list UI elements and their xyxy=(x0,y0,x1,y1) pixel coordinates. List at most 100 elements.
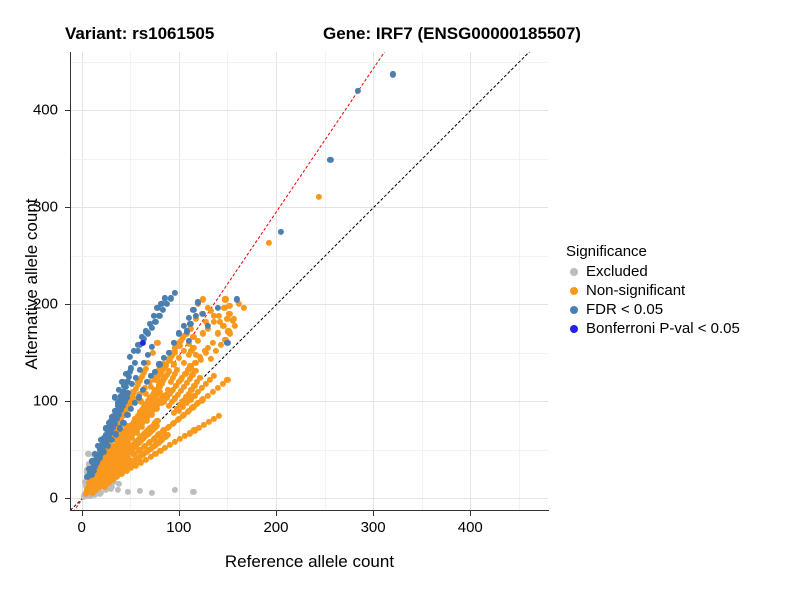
scatter-point xyxy=(128,405,135,413)
scatter-point xyxy=(226,310,233,318)
scatter-point xyxy=(192,359,199,366)
legend-item-label: FDR < 0.05 xyxy=(586,301,664,318)
scatter-point xyxy=(224,376,231,384)
scatter-point xyxy=(204,322,212,329)
scatter-point xyxy=(190,307,197,314)
gridline-vertical xyxy=(130,52,131,510)
scatter-point xyxy=(139,369,146,376)
scatter-point xyxy=(125,398,132,405)
y-axis-label: Alternative allele count xyxy=(22,198,41,370)
legend-item[interactable]: Bonferroni P-val < 0.05 xyxy=(566,319,740,338)
scatter-point xyxy=(136,411,144,418)
legend-item-label: Non-significant xyxy=(586,282,686,299)
legend-title: Significance xyxy=(566,243,647,260)
scatter-point xyxy=(214,305,221,312)
scatter-point xyxy=(207,307,214,315)
scatter-point xyxy=(101,454,109,461)
gridline-vertical xyxy=(227,52,228,510)
scatter-point xyxy=(110,456,117,463)
scatter-point xyxy=(157,447,164,454)
scatter-point xyxy=(158,400,165,407)
scatter-point xyxy=(97,437,105,444)
scatter-point xyxy=(112,431,119,438)
scatter-point xyxy=(116,463,123,470)
scatter-point xyxy=(171,349,179,356)
scatter-point xyxy=(131,396,139,403)
gridline-horizontal xyxy=(70,401,548,402)
scatter-point xyxy=(225,328,232,335)
scatter-point xyxy=(119,403,126,410)
gridline-horizontal xyxy=(70,256,548,257)
scatter-point xyxy=(139,411,146,418)
legend-key xyxy=(566,283,581,298)
legend-items: Excluded Non-significant FDR < 0.05 Bonferr… xyxy=(566,262,740,338)
scatter-point xyxy=(153,405,160,413)
scatter-point xyxy=(150,312,157,320)
scatter-point xyxy=(191,427,198,434)
scatter-point xyxy=(132,374,140,382)
scatter-point xyxy=(277,228,284,235)
gridline-vertical xyxy=(373,52,374,510)
scatter-point xyxy=(92,450,99,457)
scatter-point xyxy=(196,424,203,431)
y-tick xyxy=(65,401,70,403)
scatter-point xyxy=(215,412,222,419)
legend-item[interactable]: Non-significant xyxy=(566,281,740,300)
scatter-point xyxy=(187,325,194,332)
scatter-point xyxy=(143,378,150,385)
scatter-point xyxy=(119,428,126,435)
scatter-point xyxy=(149,397,156,404)
scatter-point xyxy=(151,372,158,380)
scatter-point xyxy=(165,432,172,439)
scatter-point xyxy=(151,388,158,395)
scatter-point xyxy=(126,373,133,381)
legend: Significance Excluded Non-significant FDR … xyxy=(566,243,740,338)
legend-item[interactable]: FDR < 0.05 xyxy=(566,300,740,319)
scatter-point xyxy=(193,315,200,322)
scatter-point xyxy=(137,398,145,405)
scatter-point xyxy=(92,491,99,498)
y-tick xyxy=(65,207,70,209)
scatter-point xyxy=(127,402,134,409)
scatter-point xyxy=(170,361,178,368)
scatter-point xyxy=(166,423,173,430)
scatter-point xyxy=(171,344,179,352)
scatter-point xyxy=(201,347,209,354)
x-tick xyxy=(470,511,472,516)
scatter-point xyxy=(136,367,144,374)
scatter-point xyxy=(156,312,163,320)
scatter-point xyxy=(210,318,217,325)
scatter-point xyxy=(116,433,123,440)
scatter-point xyxy=(107,442,114,450)
scatter-point xyxy=(146,320,153,327)
scatter-point xyxy=(131,415,139,422)
scatter-point xyxy=(144,330,151,337)
scatter-point xyxy=(93,460,100,467)
scatter-point xyxy=(141,402,148,409)
scatter-point xyxy=(154,340,161,347)
scatter-point xyxy=(99,458,107,465)
scatter-point xyxy=(200,296,207,303)
gridline-vertical xyxy=(179,52,180,510)
scatter-point xyxy=(185,390,192,397)
scatter-point xyxy=(354,87,361,94)
legend-item[interactable]: Excluded xyxy=(566,262,740,281)
scatter-point xyxy=(115,386,122,393)
scatter-point xyxy=(89,458,96,465)
scatter-point xyxy=(172,382,179,389)
scatter-point xyxy=(108,483,115,490)
gridline-horizontal xyxy=(70,207,548,208)
legend-key xyxy=(566,264,581,279)
scatter-point xyxy=(162,295,169,302)
scatter-point xyxy=(185,340,192,348)
scatter-point xyxy=(87,480,94,487)
scatter-point xyxy=(114,486,121,493)
scatter-point xyxy=(214,384,221,391)
gridline-horizontal xyxy=(70,62,548,63)
scatter-point xyxy=(108,413,115,420)
scatter-point xyxy=(141,442,148,450)
scatter-point xyxy=(199,384,206,391)
scatter-point xyxy=(186,375,193,383)
scatter-point xyxy=(147,372,154,380)
